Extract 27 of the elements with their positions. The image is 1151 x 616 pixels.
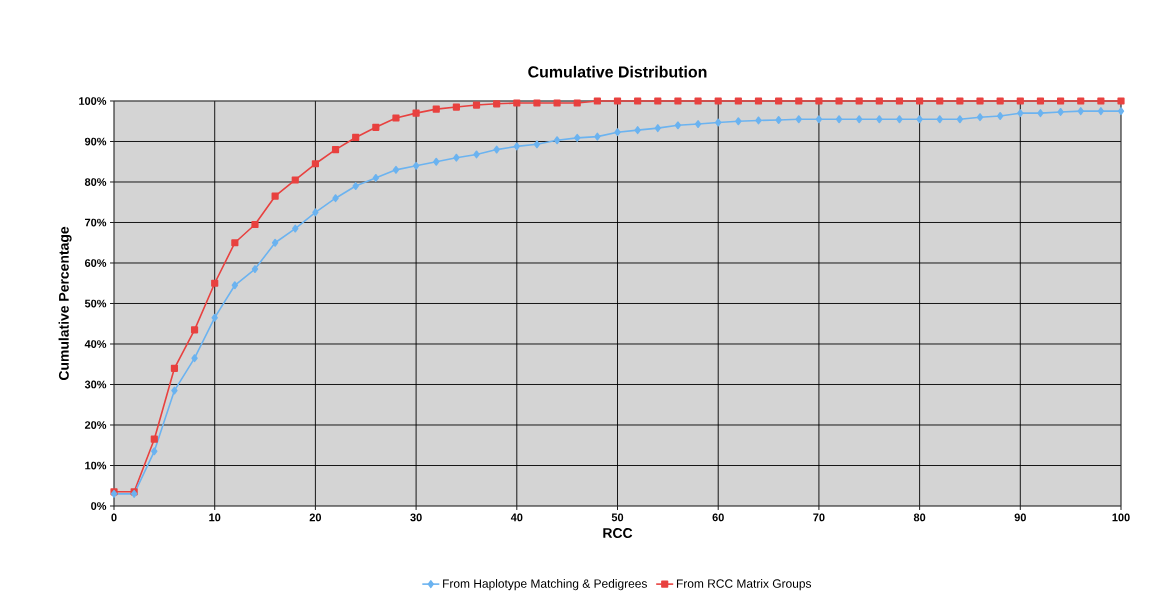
y-tick-label: 30% xyxy=(84,380,107,389)
y-tick-label: 70% xyxy=(85,218,107,227)
x-tick-label: 50 xyxy=(611,513,624,522)
legend-label: From RCC Matrix Groups xyxy=(676,579,812,591)
y-tick-label: 50% xyxy=(84,299,107,308)
y-tick-label: 60% xyxy=(84,259,107,267)
y-tick-label: 10% xyxy=(85,461,107,470)
y-tick-label: 20% xyxy=(84,421,107,429)
y-tick-label: 0% xyxy=(91,502,107,510)
x-tick-label: 80 xyxy=(913,513,926,522)
y-tick-label: 40% xyxy=(84,340,107,348)
legend-label: From Haplotype Matching & Pedigrees xyxy=(443,579,647,591)
x-tick-label: 0 xyxy=(111,513,117,522)
x-tick-label: 100 xyxy=(1112,513,1130,522)
y-tick-label: 80% xyxy=(84,178,107,186)
y-axis-title: Cumulative Percentage xyxy=(58,226,72,381)
chart-title: Cumulative Distribution xyxy=(528,65,707,78)
x-axis-title: RCC xyxy=(603,528,633,538)
x-tick-label: 60 xyxy=(712,513,724,522)
y-tick-label: 100% xyxy=(79,97,107,105)
x-tick-label: 20 xyxy=(309,513,322,522)
x-tick-label: 90 xyxy=(1014,513,1026,522)
x-tick-label: 70 xyxy=(813,513,825,522)
x-tick-label: 10 xyxy=(209,513,221,522)
x-tick-label: 40 xyxy=(510,513,523,522)
x-tick-label: 30 xyxy=(410,513,422,522)
y-tick-label: 90% xyxy=(84,137,107,146)
